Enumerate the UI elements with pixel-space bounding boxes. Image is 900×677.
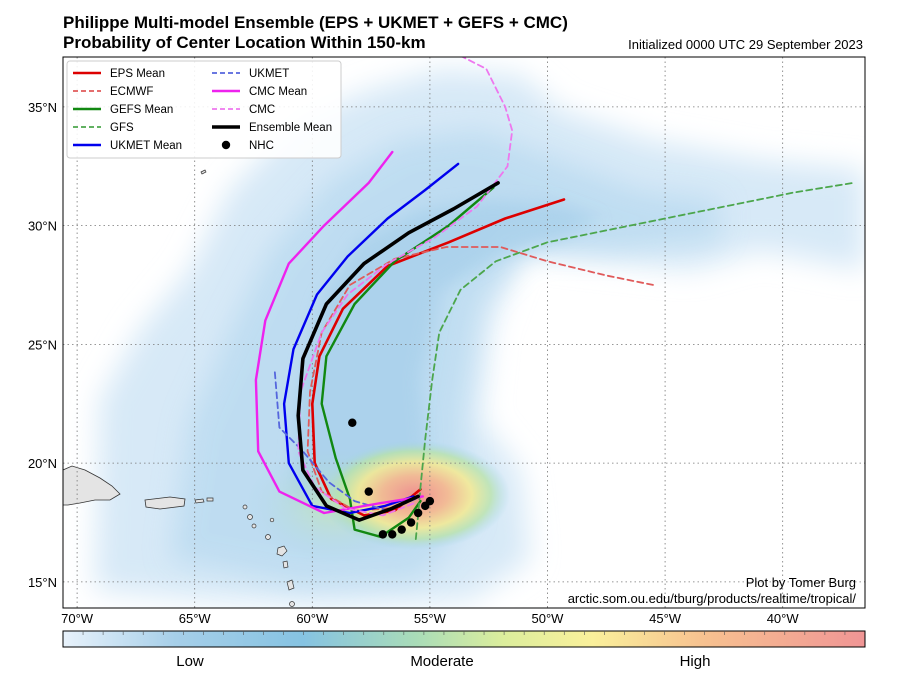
latitude-labels: 35°N 30°N 25°N 20°N 15°N [28,100,57,590]
nhc-point [348,418,357,427]
legend-label: GFS [110,122,134,134]
legend-entry-ensemble-mean: Ensemble Mean [212,122,332,134]
nhc-point [378,530,388,539]
lon-label: 60°W [296,611,329,626]
legend-entry-eps-mean: EPS Mean [73,68,165,80]
legend-label: NHC [249,140,274,152]
nhc-point [413,508,423,518]
lat-label: 25°N [28,337,57,352]
lon-label: 40°W [767,611,800,626]
legend-label: CMC Mean [249,86,307,98]
lat-label: 20°N [28,456,57,471]
legend-label: UKMET [249,68,289,80]
nhc-point [425,496,435,506]
lat-label: 35°N [28,100,57,115]
lesser-antilles-land [242,504,295,607]
legend-label: EPS Mean [110,68,165,80]
track-eps-mean [311,198,566,517]
lon-label: 70°W [61,611,94,626]
legend-entry-ecmwf: ECMWF [73,86,153,98]
colorbar-label-high: High [680,653,711,670]
track-ukmet-mean [282,162,460,515]
colorbar-ticks [82,631,846,635]
model-tracks [254,57,855,540]
legend-entry-gefs-mean: GEFS Mean [73,104,173,116]
legend-label: CMC [249,104,275,116]
track-cmc [297,57,514,517]
track-cmc-mean [254,150,424,515]
legend-swatch [221,140,231,150]
legend-label: ECMWF [110,86,153,98]
nhc-point [406,518,416,527]
nhc-point [397,525,406,534]
legend-label: UKMET Mean [110,140,182,152]
map-gridlines [63,57,865,608]
credit-line-1: Plot by Tomer Burg [746,575,856,590]
lon-label: 50°W [532,611,565,626]
track-ensemble-mean [296,181,500,522]
lon-label: 55°W [414,611,447,626]
lat-label: 15°N [28,575,57,590]
virgin-islands-land [194,497,214,504]
lon-label: 45°W [649,611,682,626]
lon-label: 65°W [179,611,212,626]
initialized-label: Initialized 0000 UTC 29 September 2023 [628,37,863,52]
colorbar-label-low: Low [176,653,204,670]
nhc-forecast-points [348,418,435,539]
legend-entry-cmc: CMC [212,104,275,116]
nhc-point [388,530,397,539]
track-gfs [414,182,855,540]
colorbar: Low Moderate High [62,630,866,670]
legend-entry-gfs: GFS [73,122,134,134]
title-line-1: Philippe Multi-model Ensemble (EPS + UKM… [63,13,568,32]
lat-label: 30°N [28,219,57,234]
legend-entry-nhc: NHC [221,140,274,152]
longitude-labels: 70°W 65°W 60°W 55°W 50°W 45°W 40°W [61,611,799,626]
legend-entry-ukmet-mean: UKMET Mean [73,140,182,152]
legend-label: GEFS Mean [110,104,173,116]
colorbar-label-moderate: Moderate [410,653,473,670]
legend: EPS Mean ECMWF GEFS Mean GFS UKMET Mean UKMET… [66,60,342,159]
legend-entry-cmc-mean: CMC Mean [212,86,307,98]
legend-label: Ensemble Mean [249,122,332,134]
puerto-rico-land [144,496,186,510]
nhc-point [364,487,373,496]
credit-line-2: arctic.som.ou.edu/tburg/products/realtim… [568,591,857,606]
legend-entry-ukmet: UKMET [212,68,289,80]
bermuda-land [200,169,207,175]
title-line-2: Probability of Center Location Within 15… [63,33,426,52]
map-frame [62,56,866,609]
